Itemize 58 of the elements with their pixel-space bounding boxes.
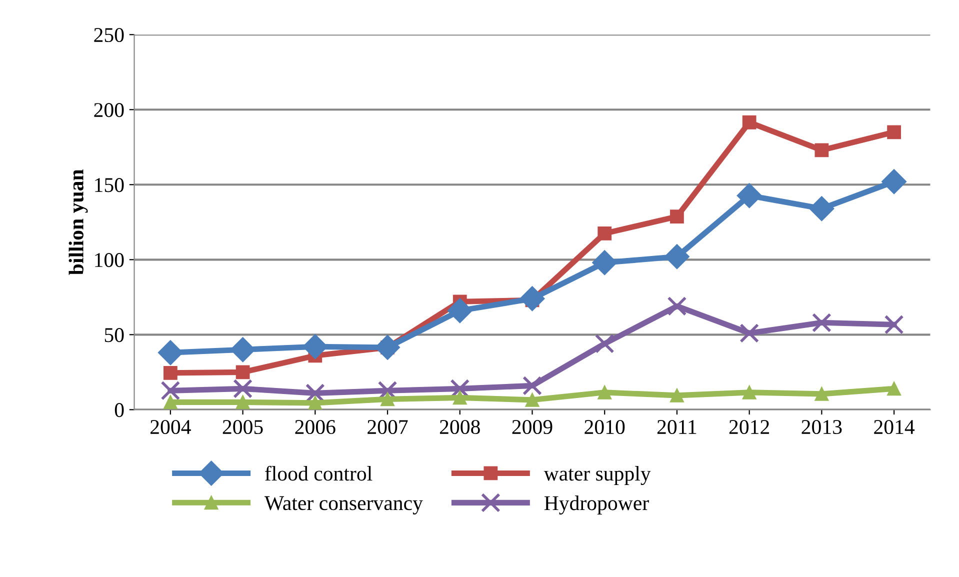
point [814,386,829,401]
point [308,396,322,410]
x-tick-label: 2009 [512,420,552,434]
point [380,392,394,406]
legend-label: flood control [265,466,372,481]
y-tick-label: 100 [95,253,124,268]
legend-label: Hydropower [544,496,649,514]
point [887,382,901,396]
point [667,296,687,316]
x-tick-label: 2005 [222,420,263,434]
y-tick-label: 150 [95,178,124,192]
point [592,250,618,276]
point [452,390,467,405]
point [742,115,756,130]
x-tick-label: 2010 [584,420,625,434]
point [594,334,614,354]
x-tick-label: 2013 [802,420,842,434]
y-tick-label: 0 [114,403,124,418]
point [670,388,684,402]
x-tick-label: 2006 [295,420,336,434]
legend-label: water supply [544,466,651,486]
legend-label: Water conservancy [264,496,423,514]
point [233,378,253,398]
point [525,392,540,407]
y-axis-title: billion yuan [68,169,88,275]
point [598,226,612,240]
x-tick-label: 2011 [657,420,696,434]
y-tick-label: 200 [94,103,124,118]
x-tick-label: 2008 [440,420,480,434]
y-tick-label: 250 [94,28,124,42]
point [236,395,250,410]
point [882,169,907,194]
point [809,196,834,222]
point [598,385,612,400]
y-tick-label: 50 [104,328,124,342]
point [375,334,400,360]
x-tick-label: 2007 [368,420,408,434]
point [447,298,472,324]
point [664,244,690,270]
point [520,286,545,312]
point [236,365,250,380]
point [160,380,180,400]
point [163,395,178,410]
x-tick-label: 2012 [729,420,770,434]
x-tick-label: 2014 [874,420,915,434]
point [230,337,256,362]
point [740,323,760,343]
point [736,183,762,208]
point [884,314,904,334]
point [742,385,756,400]
point [812,312,832,332]
point [158,340,183,366]
point [163,366,178,380]
point [814,143,829,158]
x-tick-label: 2004 [150,420,191,434]
point [522,376,542,396]
point [887,125,901,140]
point [670,210,684,224]
